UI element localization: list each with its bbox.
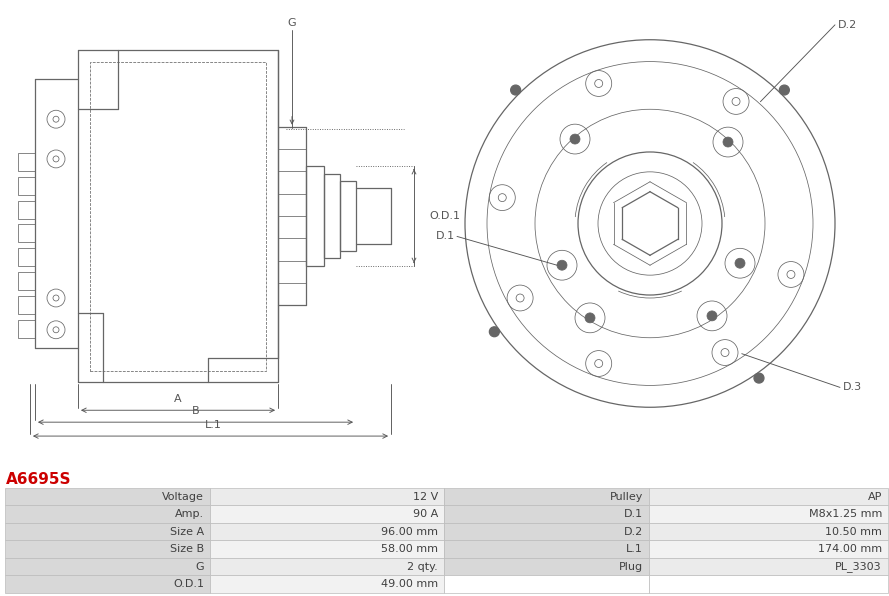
- Bar: [210, 576, 444, 593]
- Text: G: G: [196, 561, 204, 572]
- Circle shape: [570, 134, 580, 144]
- Bar: [324, 174, 340, 257]
- Text: Voltage: Voltage: [162, 492, 204, 502]
- Text: A: A: [174, 395, 182, 404]
- Text: 10.50 mm: 10.50 mm: [825, 527, 882, 536]
- Text: 2 qty.: 2 qty.: [407, 561, 438, 572]
- Circle shape: [510, 85, 521, 95]
- Bar: [210, 488, 444, 505]
- Bar: [340, 181, 356, 251]
- Circle shape: [780, 85, 789, 95]
- Text: 49.00 mm: 49.00 mm: [380, 579, 438, 589]
- Text: 90 A: 90 A: [412, 509, 438, 519]
- Text: D.2: D.2: [838, 20, 857, 30]
- Text: 174.00 mm: 174.00 mm: [818, 544, 882, 554]
- Bar: [5, 558, 210, 576]
- Bar: [90, 61, 266, 371]
- Text: O.D.1: O.D.1: [429, 211, 460, 221]
- Bar: [18, 201, 35, 219]
- Circle shape: [489, 327, 500, 337]
- Bar: [649, 488, 888, 505]
- Text: D.3: D.3: [843, 383, 862, 392]
- Circle shape: [557, 260, 567, 270]
- Bar: [18, 225, 35, 243]
- Circle shape: [723, 137, 733, 147]
- Text: 96.00 mm: 96.00 mm: [381, 527, 438, 536]
- Bar: [444, 523, 649, 541]
- Text: L.1: L.1: [204, 420, 221, 430]
- Bar: [5, 488, 210, 505]
- Text: AP: AP: [868, 492, 882, 502]
- Text: M8x1.25 mm: M8x1.25 mm: [809, 509, 882, 519]
- Bar: [649, 505, 888, 523]
- Circle shape: [707, 311, 717, 321]
- Text: PL_3303: PL_3303: [836, 561, 882, 572]
- Bar: [649, 541, 888, 558]
- Text: Pulley: Pulley: [610, 492, 643, 502]
- Bar: [444, 488, 649, 505]
- Bar: [18, 320, 35, 338]
- Bar: [306, 166, 324, 266]
- Bar: [5, 505, 210, 523]
- Bar: [210, 558, 444, 576]
- Bar: [444, 505, 649, 523]
- Text: O.D.1: O.D.1: [173, 579, 204, 589]
- Bar: [5, 576, 210, 593]
- Text: A6695S: A6695S: [6, 472, 71, 487]
- Circle shape: [735, 258, 745, 268]
- Text: Size A: Size A: [170, 527, 204, 536]
- Bar: [210, 505, 444, 523]
- Text: 12 V: 12 V: [412, 492, 438, 502]
- Text: B: B: [192, 406, 199, 416]
- Bar: [18, 249, 35, 266]
- Text: L.1: L.1: [626, 544, 643, 554]
- Bar: [649, 558, 888, 576]
- Text: D.2: D.2: [624, 527, 643, 536]
- Bar: [210, 523, 444, 541]
- Text: D.1: D.1: [436, 231, 455, 241]
- Bar: [444, 576, 649, 593]
- Circle shape: [585, 313, 595, 323]
- Text: Size B: Size B: [170, 544, 204, 554]
- Bar: [5, 541, 210, 558]
- Text: Plug: Plug: [619, 561, 643, 572]
- Bar: [444, 541, 649, 558]
- Bar: [18, 177, 35, 195]
- Text: D.1: D.1: [624, 509, 643, 519]
- Bar: [5, 523, 210, 541]
- Text: G: G: [288, 18, 296, 28]
- Bar: [18, 272, 35, 290]
- Bar: [18, 153, 35, 171]
- Text: 58.00 mm: 58.00 mm: [381, 544, 438, 554]
- Bar: [18, 296, 35, 314]
- Bar: [649, 576, 888, 593]
- Text: Amp.: Amp.: [175, 509, 204, 519]
- Circle shape: [754, 373, 764, 383]
- Bar: [444, 558, 649, 576]
- Bar: [649, 523, 888, 541]
- Bar: [210, 541, 444, 558]
